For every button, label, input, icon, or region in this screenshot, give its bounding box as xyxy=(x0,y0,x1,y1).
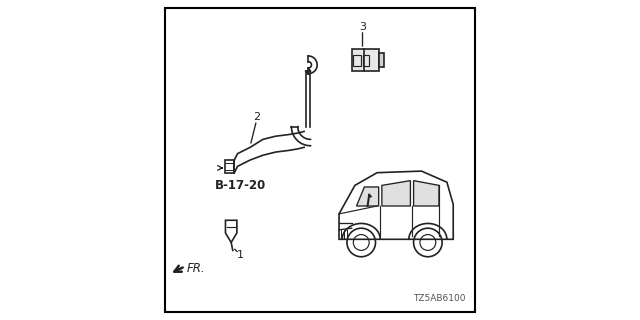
Polygon shape xyxy=(382,180,410,206)
Bar xyxy=(379,53,385,67)
Text: 1: 1 xyxy=(237,250,244,260)
Bar xyxy=(353,55,361,67)
Text: B-17-20: B-17-20 xyxy=(215,179,267,192)
Text: 2: 2 xyxy=(253,112,260,122)
Text: 3: 3 xyxy=(359,22,366,32)
Polygon shape xyxy=(413,180,439,206)
Polygon shape xyxy=(356,187,379,206)
Bar xyxy=(363,55,369,67)
Text: FR.: FR. xyxy=(187,262,205,275)
FancyBboxPatch shape xyxy=(352,49,379,71)
Text: TZ5AB6100: TZ5AB6100 xyxy=(413,294,466,303)
